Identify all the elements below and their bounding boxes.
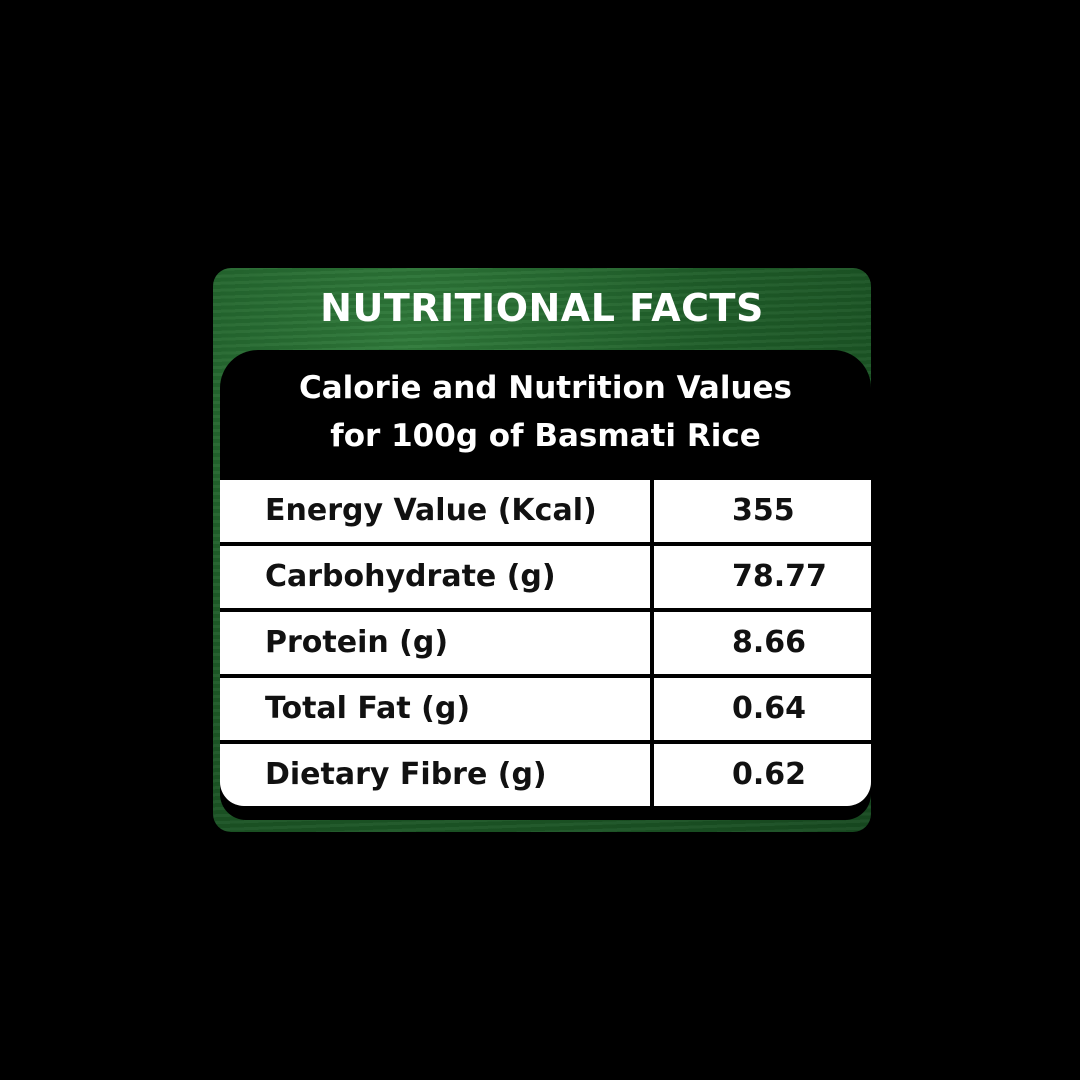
nutrient-name: Protein (g) [220,612,650,674]
nutrient-value: 355 [654,480,871,542]
table-row: Dietary Fibre (g) 0.62 [220,744,871,806]
nutrient-name: Energy Value (Kcal) [220,480,650,542]
subtitle: Calorie and Nutrition Values for 100g of… [220,364,871,460]
subtitle-line-2: for 100g of Basmati Rice [330,418,761,454]
table-row: Total Fat (g) 0.64 [220,678,871,740]
nutrient-value: 78.77 [654,546,871,608]
nutrient-value: 0.62 [654,744,871,806]
card-title: NUTRITIONAL FACTS [320,286,764,330]
nutrient-value: 8.66 [654,612,871,674]
nutrition-card: NUTRITIONAL FACTS Calorie and Nutrition … [213,268,871,832]
nutrient-name: Carbohydrate (g) [220,546,650,608]
nutrition-table: Energy Value (Kcal) 355 Carbohydrate (g)… [220,480,871,820]
table-row: Energy Value (Kcal) 355 [220,480,871,542]
nutrition-panel: Calorie and Nutrition Values for 100g of… [220,350,871,820]
table-row: Protein (g) 8.66 [220,612,871,674]
nutrient-name: Dietary Fibre (g) [220,744,650,806]
table-row: Carbohydrate (g) 78.77 [220,546,871,608]
nutrient-name: Total Fat (g) [220,678,650,740]
subtitle-line-1: Calorie and Nutrition Values [298,370,793,406]
nutrient-value: 0.64 [654,678,871,740]
